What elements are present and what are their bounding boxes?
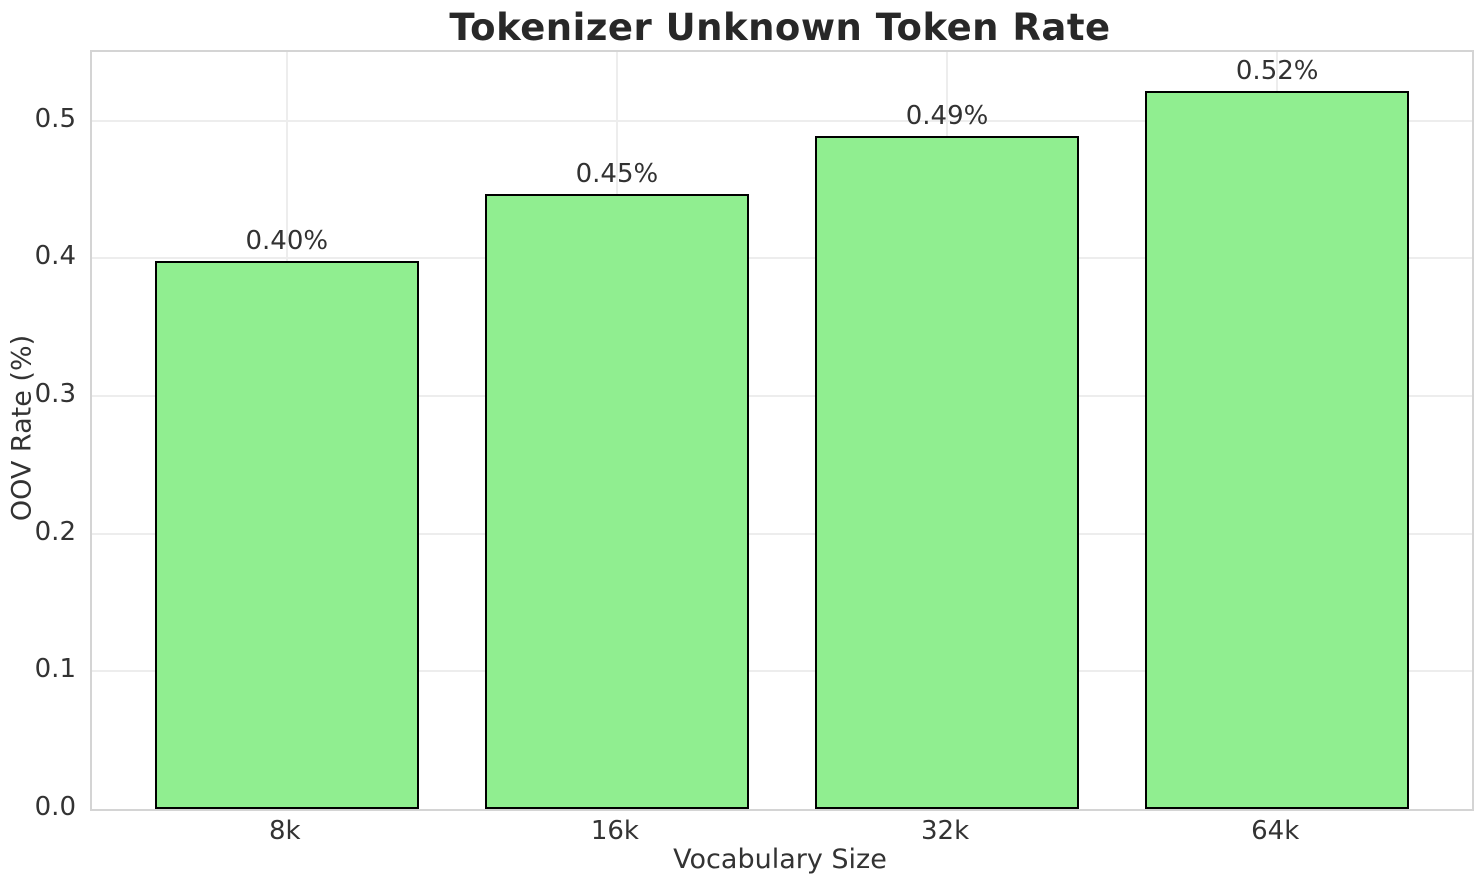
bar — [484, 193, 749, 809]
plot-area: 0.40% 0.45% 0.49% 0.52% — [90, 50, 1474, 811]
y-tick-label: 0.4 — [34, 241, 76, 272]
bar-value-label: 0.52% — [1235, 55, 1319, 86]
x-axis-label: Vocabulary Size — [673, 844, 887, 875]
bar — [815, 135, 1080, 809]
y-tick-label: 0.0 — [34, 792, 76, 822]
bar-value-label: 0.40% — [245, 226, 329, 257]
bar — [1145, 90, 1410, 809]
gridline-horizontal — [92, 532, 1472, 535]
gridline-horizontal — [92, 257, 1472, 260]
gridline-horizontal — [92, 119, 1472, 122]
y-axis-label: OOV Rate (%) — [6, 334, 38, 522]
gridline-horizontal — [92, 670, 1472, 673]
y-tick-label: 0.5 — [34, 103, 76, 134]
bar — [154, 261, 419, 809]
bar-value-label: 0.45% — [575, 158, 659, 189]
chart-title: Tokenizer Unknown Token Rate — [449, 6, 1111, 49]
x-tick-label: 64k — [1251, 816, 1300, 846]
y-tick-label: 0.1 — [34, 654, 76, 685]
y-tick-label: 0.3 — [34, 379, 76, 410]
y-tick-label: 0.2 — [34, 516, 76, 547]
gridline-horizontal — [92, 395, 1472, 398]
x-tick-label: 8k — [268, 816, 301, 846]
x-tick-label: 32k — [920, 816, 970, 846]
bar-value-label: 0.49% — [905, 100, 989, 131]
x-tick-label: 16k — [590, 816, 639, 846]
